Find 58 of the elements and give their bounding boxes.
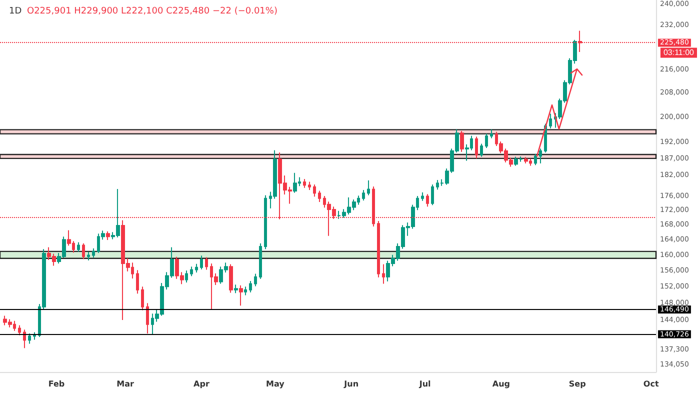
candlestick (229, 264, 233, 294)
candlestick (431, 184, 434, 206)
candlestick (190, 266, 193, 277)
x-tick-label: May (266, 380, 286, 388)
candlestick (460, 130, 464, 152)
candlestick (259, 242, 262, 280)
candlestick (23, 329, 26, 349)
x-tick-label: Feb (48, 380, 65, 388)
x-tick-label: Jun (343, 380, 359, 388)
candlestick (185, 270, 188, 284)
candlestick (205, 256, 208, 270)
candlestick (426, 194, 429, 208)
candlestick (490, 128, 493, 139)
candlestick (254, 273, 257, 287)
x-tick-label: Oct (643, 380, 659, 388)
candlestick (33, 332, 36, 340)
x-tick-label: Aug (492, 380, 510, 388)
candlestick (421, 192, 424, 202)
candlestick (106, 230, 110, 240)
candlestick (136, 270, 139, 294)
text: O225,901 H229,900 L222,100 C225,480 −22 (−0.01%) (27, 6, 278, 16)
x-tick-label: Sep (568, 380, 586, 388)
candlestick (549, 113, 552, 129)
candlestick (382, 264, 385, 284)
candlestick (475, 136, 478, 159)
candlestick (141, 286, 144, 311)
candlestick (539, 148, 542, 164)
candlestick (318, 190, 321, 202)
candlestick (146, 302, 149, 334)
candlestick (377, 220, 380, 278)
candlestick (293, 172, 297, 194)
x-tick-label: Jul (418, 380, 432, 388)
x-tick-label: Mar (116, 380, 134, 388)
candlestick (28, 333, 31, 344)
candlestick (303, 178, 306, 188)
candlestick (313, 184, 316, 198)
candlestick (200, 255, 203, 270)
candlestick (87, 251, 90, 261)
candlestick (195, 263, 198, 274)
text: 03:11:00 (663, 48, 695, 58)
candlestick (92, 248, 95, 258)
candlestick (82, 242, 85, 260)
candlestick (308, 181, 311, 190)
candlestick (234, 284, 238, 294)
candlestick (524, 156, 528, 164)
candlestick (249, 280, 252, 293)
candlestick (77, 242, 80, 252)
candlestick (362, 189, 365, 202)
candlestick (18, 324, 21, 336)
candlestick (239, 284, 243, 306)
candlestick (534, 153, 537, 166)
candlestick (367, 180, 370, 196)
candlestick (264, 194, 267, 250)
candlestick (244, 286, 247, 296)
candlestick (480, 143, 483, 158)
text: 1D (9, 6, 22, 16)
x-tick-label: Apr (194, 380, 210, 388)
candlestick (485, 133, 488, 148)
